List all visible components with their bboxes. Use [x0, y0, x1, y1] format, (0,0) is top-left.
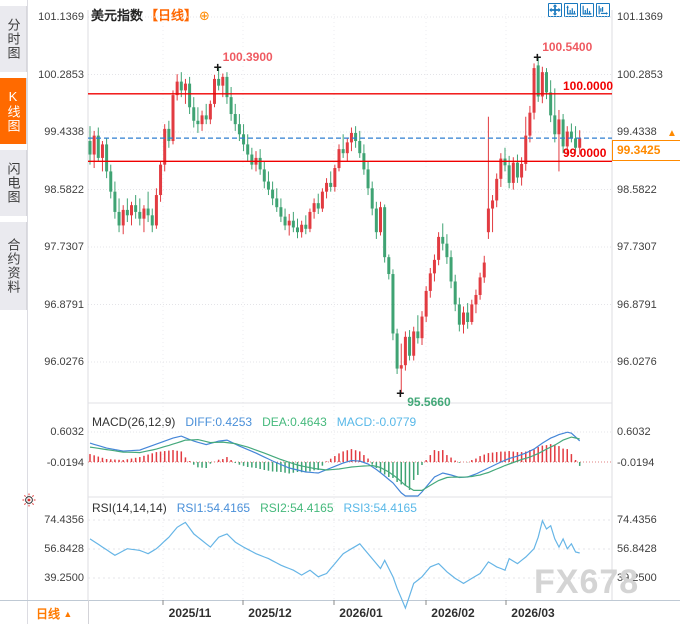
chart-title: 美元指数 【日线】 ⊕	[91, 5, 210, 24]
sidebar-tab-label: 闪电图	[5, 162, 21, 204]
sidebar-divider	[27, 0, 28, 624]
add-indicator-icon[interactable]: ⊕	[199, 8, 210, 23]
sidebar-tab-kline-chart[interactable]: K线图	[0, 78, 27, 144]
price-up-arrow-icon: ▲	[667, 128, 677, 140]
crosshair-move-icon[interactable]	[548, 3, 562, 17]
macd-dea-value: DEA:0.4643	[262, 415, 327, 429]
sidebar-tab-lightning-chart[interactable]: 闪电图	[0, 150, 27, 216]
rsi3-value: RSI3:54.4165	[343, 501, 417, 515]
sidebar-tab-time-chart[interactable]: 分时图	[0, 6, 27, 72]
indicator-settings-icon[interactable]	[22, 493, 36, 512]
time-axis-bar	[0, 600, 680, 624]
sidebar-tab-contract-info[interactable]: 合约资料	[0, 222, 27, 310]
shift-chart-right-icon[interactable]	[596, 3, 610, 17]
macd-params-label: MACD(26,12,9)	[92, 415, 176, 429]
macd-hist-value: MACD:-0.0779	[336, 415, 417, 429]
sidebar-tab-label: K线图	[5, 89, 21, 133]
symbol-name: 美元指数	[91, 8, 144, 23]
rsi1-value: RSI1:54.4165	[176, 501, 251, 515]
current-price-value: 99.3425	[617, 143, 661, 158]
macd-header: MACD(26,12,9) DIFF:0.4253 DEA:0.4643 MACD:-…	[92, 415, 426, 429]
chevron-up-icon: ▲	[63, 609, 73, 619]
rsi2-value: RSI2:54.4165	[260, 501, 334, 515]
macd-diff-value: DIFF:0.4253	[185, 415, 253, 429]
period-selector-label: 日线	[36, 607, 61, 621]
sidebar-tab-label: 合约资料	[5, 238, 21, 294]
bottom-bar-divider	[88, 600, 89, 624]
period-selector[interactable]: 日线 ▲	[36, 605, 72, 622]
candles	[88, 57, 582, 394]
rsi-header: RSI(14,14,14) RSI1:54.4165 RSI2:54.4165 RSI…	[92, 501, 427, 515]
current-price-badge: 99.3425	[612, 140, 680, 162]
rsi-params-label: RSI(14,14,14)	[92, 501, 167, 515]
sidebar-tab-label: 分时图	[5, 18, 21, 60]
period-tag: 【日线】	[145, 8, 198, 23]
